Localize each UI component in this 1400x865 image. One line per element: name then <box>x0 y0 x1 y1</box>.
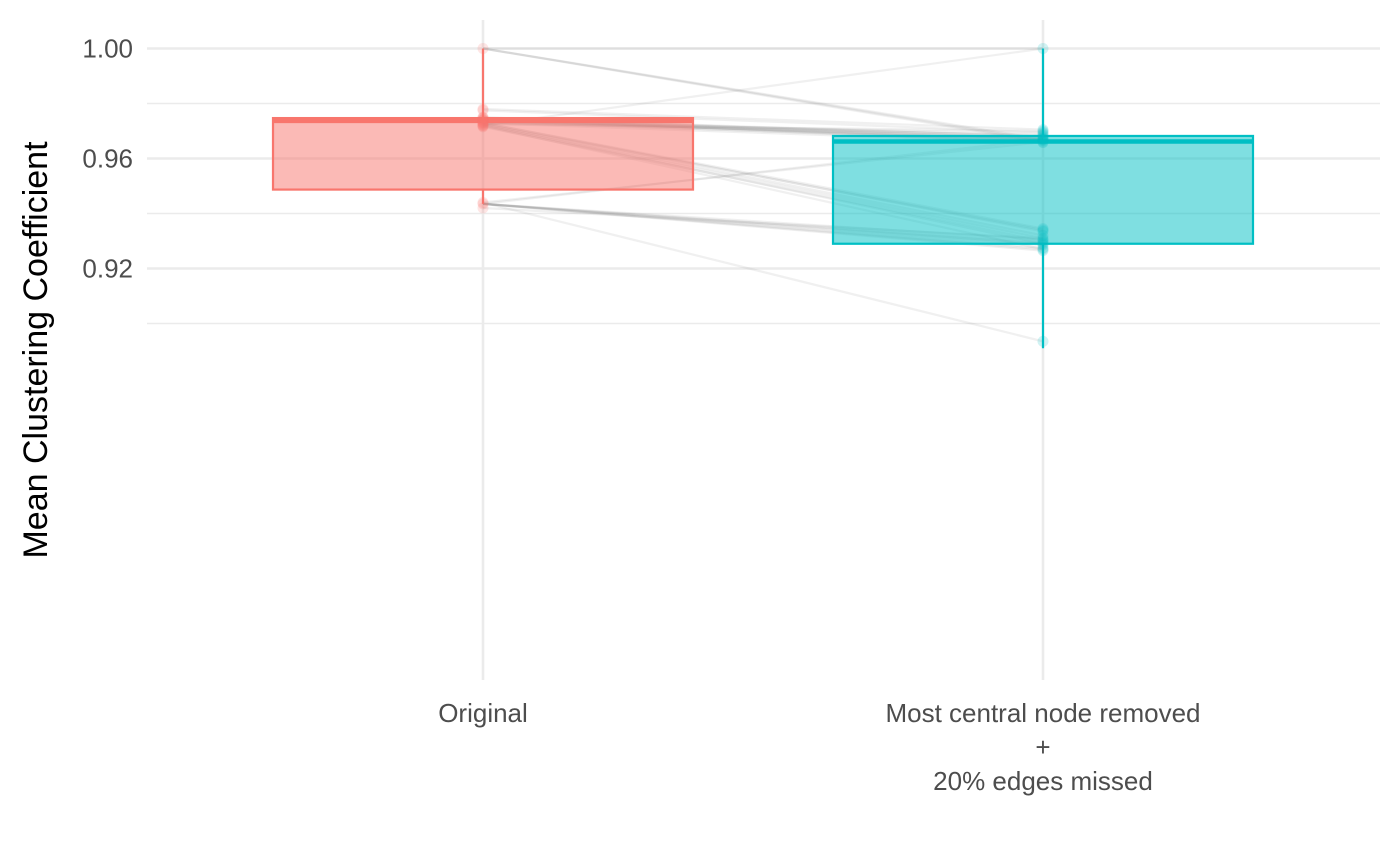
data-point <box>1037 225 1049 237</box>
data-point <box>477 113 489 125</box>
x-tick-label: Most central node removed <box>885 698 1200 728</box>
data-point <box>1037 335 1049 347</box>
data-point <box>1037 238 1049 250</box>
x-tick-label: 20% edges missed <box>933 766 1153 796</box>
data-point <box>477 202 489 214</box>
data-point <box>1037 239 1049 251</box>
x-tick-label: Original <box>438 698 528 728</box>
data-point <box>1037 245 1049 257</box>
data-point <box>477 115 489 127</box>
y-tick-label: 1.00 <box>82 34 133 64</box>
y-axis-title: Mean Clustering Coefficient <box>17 141 55 559</box>
data-point <box>477 103 489 115</box>
data-point <box>1037 232 1049 244</box>
paired-line <box>482 107 1044 131</box>
y-tick-label: 0.96 <box>82 144 133 174</box>
paired-line <box>482 47 1044 127</box>
data-point <box>1037 243 1049 255</box>
data-point <box>1037 126 1049 138</box>
data-point <box>477 116 489 128</box>
data-point <box>477 197 489 208</box>
data-point <box>477 114 489 126</box>
data-point <box>477 43 489 54</box>
data-point <box>1037 129 1049 141</box>
data-point <box>477 112 489 124</box>
data-point <box>1037 131 1049 142</box>
data-point <box>477 120 489 132</box>
paired-line <box>482 47 1044 142</box>
data-point <box>477 111 489 123</box>
data-point <box>1037 124 1049 136</box>
paired-line <box>482 47 1044 141</box>
data-point <box>477 115 489 127</box>
box <box>271 116 695 191</box>
data-point <box>1037 234 1049 246</box>
x-tick-label: + <box>1035 732 1050 762</box>
data-point <box>1037 230 1049 241</box>
paired-line <box>482 201 1044 343</box>
data-point <box>1037 236 1049 248</box>
data-point <box>1037 137 1049 149</box>
data-point <box>477 121 489 133</box>
points <box>477 43 1049 347</box>
data-point <box>1037 43 1049 54</box>
paired-line <box>482 109 1044 134</box>
boxes <box>271 48 1255 349</box>
data-point <box>1037 136 1049 148</box>
data-point <box>477 117 489 129</box>
data-point <box>1037 223 1049 235</box>
data-point <box>1037 125 1049 137</box>
data-point <box>1037 133 1049 145</box>
data-point <box>1037 128 1049 140</box>
data-point <box>1037 132 1049 144</box>
data-point <box>1037 133 1049 145</box>
y-tick-label: 0.92 <box>82 254 133 284</box>
data-point <box>477 198 489 210</box>
data-point <box>1037 224 1049 236</box>
axes: 1.00 0.96 0.92 Original Most central node re… <box>82 34 1200 797</box>
paired-line <box>482 47 1044 144</box>
box <box>831 134 1255 245</box>
data-point <box>477 119 489 131</box>
data-point <box>477 120 489 131</box>
data-point <box>477 117 489 129</box>
data-point <box>1037 134 1049 146</box>
data-point <box>477 118 489 130</box>
data-point <box>1037 135 1049 147</box>
data-point <box>1037 242 1049 254</box>
data-point <box>1037 235 1049 247</box>
data-point <box>477 113 489 125</box>
data-point <box>477 104 489 116</box>
